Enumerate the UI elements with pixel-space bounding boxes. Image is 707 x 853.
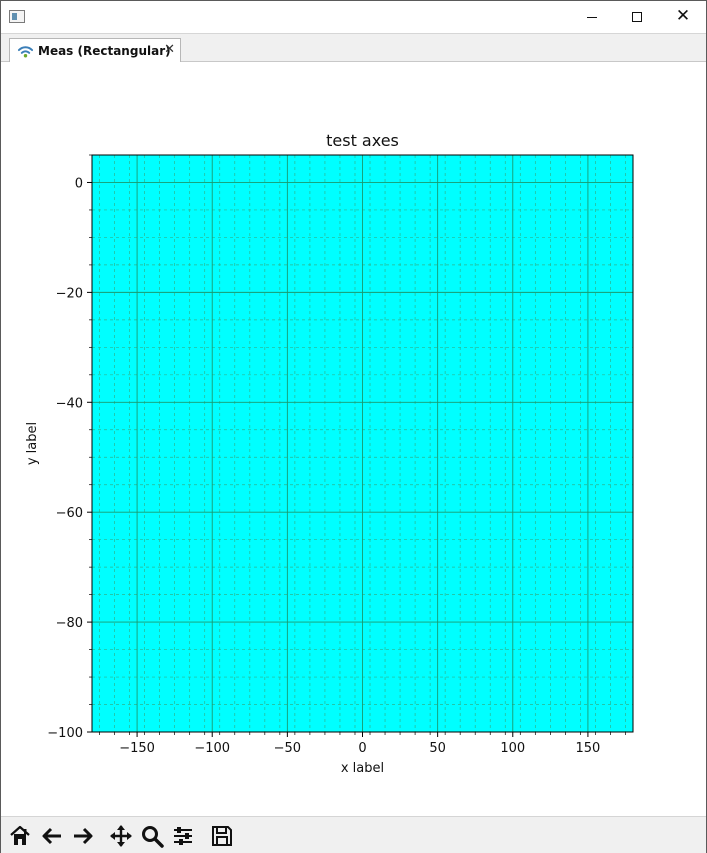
home-button[interactable]: [8, 824, 32, 848]
y-axis-label: y label: [25, 422, 40, 465]
y-tick-label: −20: [56, 286, 83, 301]
maximize-icon: [632, 12, 642, 22]
close-button[interactable]: ✕: [660, 1, 706, 33]
x-tick-label: −50: [274, 741, 301, 756]
chart: −150 −100 −50 0 50 100 150 0 −20 −40 −60 −80 −100 tes…: [25, 131, 634, 776]
tab-meas-rectangular[interactable]: Meas (Rectangular) ✕: [9, 38, 181, 63]
minimize-icon: [587, 16, 597, 18]
x-tick-label: 50: [429, 741, 446, 756]
y-tick-label: −80: [56, 616, 83, 631]
app-window-icon: [9, 10, 25, 23]
zoom-icon: [142, 826, 164, 848]
tab-label: Meas (Rectangular): [38, 44, 171, 58]
maximize-button[interactable]: [614, 1, 660, 33]
tab-bar: Meas (Rectangular) ✕: [1, 33, 706, 63]
y-tick-label: −100: [47, 726, 83, 741]
forward-arrow-icon: [74, 827, 93, 845]
x-tick-label: 150: [576, 741, 601, 756]
save-icon: [212, 826, 232, 846]
navigation-toolbar: [1, 816, 706, 853]
minimize-button[interactable]: [569, 1, 615, 33]
chart-title: test axes: [326, 131, 399, 150]
title-bar[interactable]: ✕: [1, 1, 706, 33]
y-tick-label: 0: [75, 176, 83, 191]
tab-close-icon[interactable]: ✕: [164, 42, 175, 57]
x-tick-label: 0: [358, 741, 366, 756]
zoom-button[interactable]: [140, 824, 164, 848]
y-tick-label: −40: [56, 396, 83, 411]
pan-icon: [110, 825, 132, 847]
x-tick-label: −150: [119, 741, 155, 756]
back-button[interactable]: [40, 824, 64, 848]
close-icon: ✕: [675, 5, 691, 26]
wifi-icon: [17, 45, 34, 57]
forward-button[interactable]: [71, 824, 95, 848]
x-tick-label: 100: [500, 741, 525, 756]
configure-subplots-button[interactable]: [171, 824, 195, 848]
x-axis-label: x label: [341, 761, 384, 776]
configure-subplots-icon: [174, 827, 192, 845]
y-tick-label: −60: [56, 506, 83, 521]
home-icon: [10, 825, 30, 845]
plot-area: −150 −100 −50 0 50 100 150 0 −20 −40 −60 −80 −100 tes…: [1, 62, 706, 816]
x-tick-label: −100: [194, 741, 230, 756]
pan-button[interactable]: [109, 824, 133, 848]
save-button[interactable]: [210, 824, 234, 848]
back-arrow-icon: [42, 827, 61, 845]
